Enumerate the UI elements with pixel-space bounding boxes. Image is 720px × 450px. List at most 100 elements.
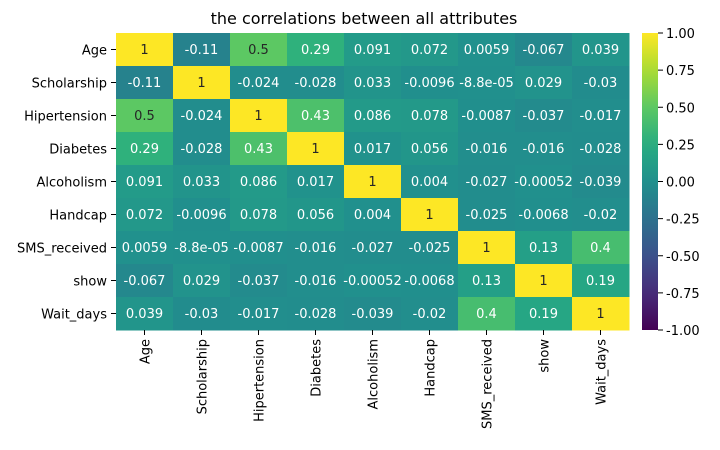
x-tick-label: Scholarship <box>196 339 211 414</box>
heatmap-cell <box>287 99 345 133</box>
cell-annotation: 0.43 <box>301 109 330 124</box>
cell-annotation: 0.072 <box>126 208 163 223</box>
colorbar-tick-label: -1.00 <box>666 324 700 339</box>
cell-annotation: -0.037 <box>238 274 280 289</box>
colorbar-tick-label: 0.25 <box>666 138 695 153</box>
heatmap-cell <box>458 231 516 265</box>
heatmap-cell <box>344 297 402 331</box>
colorbar: -1.00 -0.75 -0.50 -0.25 0.00 0.25 0.50 0.75 1.00 <box>642 27 700 339</box>
heatmap-cell <box>401 33 459 67</box>
cell-annotation: 0.056 <box>297 208 334 223</box>
heatmap-cell <box>458 165 516 199</box>
heatmap-cell <box>515 198 573 232</box>
cell-annotation: -0.028 <box>295 307 337 322</box>
cell-annotation: -8.8e-05 <box>459 76 514 91</box>
heatmap-cell <box>344 132 402 166</box>
heatmap-cell <box>458 33 516 67</box>
cell-annotation: -0.0096 <box>176 208 226 223</box>
y-tick-label: Handcap <box>49 209 107 224</box>
cell-annotation: 0.0059 <box>122 241 168 256</box>
cell-annotation: 0.13 <box>529 241 558 256</box>
heatmap-cell <box>344 66 402 100</box>
cell-annotation: 1 <box>596 307 604 322</box>
heatmap-cell <box>344 99 402 133</box>
cell-annotation: 0.19 <box>586 274 615 289</box>
x-tick-label: Age <box>139 339 154 364</box>
cell-annotation: -0.025 <box>466 208 508 223</box>
heatmap-cell <box>173 33 231 67</box>
heatmap-cell <box>572 198 630 232</box>
heatmap-cell <box>515 165 573 199</box>
heatmap-cell <box>230 33 288 67</box>
cell-annotation: -0.0087 <box>461 109 511 124</box>
heatmap-cell <box>401 66 459 100</box>
heatmap-cell <box>515 33 573 67</box>
x-tick-label: SMS_received <box>481 339 496 429</box>
cell-annotation: 0.039 <box>582 43 619 58</box>
cell-annotation: 1 <box>197 76 205 91</box>
cell-annotation: 0.004 <box>354 208 391 223</box>
cell-annotation: -0.00052 <box>343 274 401 289</box>
colorbar-tick-label: 0.50 <box>666 101 695 116</box>
heatmap-cell <box>116 132 174 166</box>
y-tick-label: Diabetes <box>49 143 107 158</box>
cell-annotation: -0.024 <box>181 109 223 124</box>
cell-annotation: 0.039 <box>126 307 163 322</box>
x-tick-label: show <box>538 339 553 373</box>
heatmap-cell <box>116 297 174 331</box>
cell-annotation: 0.033 <box>183 175 220 190</box>
cell-annotation: -0.027 <box>466 175 508 190</box>
x-axis-tick-labels: Age Scholarship Hipertension Diabetes Alcoho… <box>139 330 610 429</box>
cell-annotation: -0.02 <box>584 208 618 223</box>
colorbar-gradient <box>642 33 658 330</box>
cell-annotation: 0.072 <box>411 43 448 58</box>
cell-annotation: -0.00052 <box>514 175 572 190</box>
heatmap-cell <box>116 231 174 265</box>
cell-annotation: -0.027 <box>352 241 394 256</box>
cell-annotation: 0.078 <box>240 208 277 223</box>
cell-annotation: -0.024 <box>238 76 280 91</box>
cell-annotation: -0.02 <box>413 307 447 322</box>
heatmap-cell <box>401 264 459 298</box>
heatmap-cell <box>173 297 231 331</box>
heatmap-cell <box>116 33 174 67</box>
heatmap-cell <box>572 33 630 67</box>
colorbar-tick-label: -0.25 <box>666 213 700 228</box>
heatmap-cell <box>287 231 345 265</box>
cell-annotation: 1 <box>482 241 490 256</box>
heatmap-cell <box>173 198 231 232</box>
heatmap-cell <box>515 297 573 331</box>
heatmap-cell <box>458 198 516 232</box>
heatmap-cell <box>230 132 288 166</box>
cell-annotation: -0.016 <box>523 142 565 157</box>
cell-annotation: 1 <box>539 274 547 289</box>
heatmap-cell <box>515 66 573 100</box>
heatmap-cell <box>515 132 573 166</box>
cell-annotation: 0.0059 <box>464 43 510 58</box>
cell-annotation: -0.016 <box>295 274 337 289</box>
heatmap-cell <box>572 165 630 199</box>
cell-annotation: -0.028 <box>295 76 337 91</box>
cell-annotation: 0.4 <box>476 307 497 322</box>
cell-annotation: -0.016 <box>466 142 508 157</box>
cell-annotation: -0.067 <box>523 43 565 58</box>
chart-title: the correlations between all attributes <box>211 9 518 28</box>
heatmap-cell <box>401 231 459 265</box>
cell-annotation: 0.056 <box>411 142 448 157</box>
heatmap-cell <box>515 99 573 133</box>
x-tick-label: Wait_days <box>595 339 610 405</box>
cell-annotation: -0.028 <box>580 142 622 157</box>
x-tick-label: Alcoholism <box>367 339 382 409</box>
heatmap-cell <box>572 132 630 166</box>
heatmap-cell <box>572 264 630 298</box>
cell-annotation: 1 <box>311 142 319 157</box>
heatmap-cell <box>116 99 174 133</box>
heatmap-cell <box>287 297 345 331</box>
cell-annotation: -0.039 <box>580 175 622 190</box>
heatmap-cell <box>116 165 174 199</box>
y-tick-label: show <box>73 275 107 290</box>
colorbar-tick-label: -0.50 <box>666 250 700 265</box>
heatmap-cell <box>458 297 516 331</box>
colorbar-tick-label: 0.00 <box>666 176 695 191</box>
cell-annotation: 0.086 <box>354 109 391 124</box>
